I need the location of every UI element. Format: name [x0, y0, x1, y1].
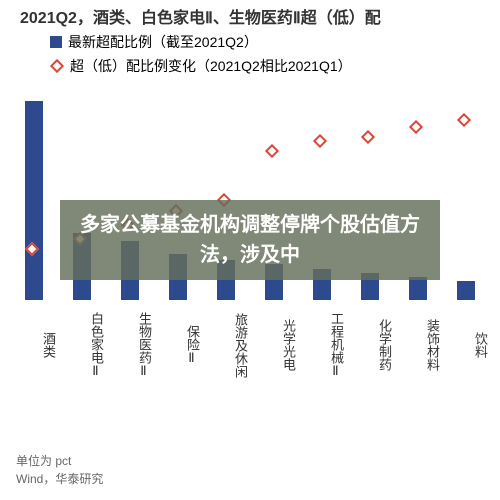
x-axis-label: 白色家电Ⅱ — [58, 305, 106, 385]
x-axis-label: 生物医药Ⅱ — [106, 305, 154, 385]
legend-label-2: 超（低）配比例变化（2021Q2相比2021Q1） — [70, 56, 352, 76]
bar — [457, 281, 475, 300]
bar-slot — [10, 90, 58, 300]
footer-line-1: 单位为 pct — [16, 452, 103, 470]
x-axis-label: 工程机械Ⅱ — [298, 305, 346, 385]
overlay-text: 多家公募基金机构调整停牌个股估值方法，涉及中 — [76, 210, 424, 270]
diamond-marker — [313, 133, 327, 147]
bar — [25, 101, 43, 301]
legend-item-diamonds: 超（低）配比例变化（2021Q2相比2021Q1） — [50, 56, 352, 76]
footer-line-2: Wind，华泰研究 — [16, 470, 103, 488]
x-axis-label: 酒类 — [10, 305, 58, 385]
x-axis: 酒类白色家电Ⅱ生物医药Ⅱ保险Ⅱ旅游及休闲光学光电工程机械Ⅱ化学制药装饰材料饮料 — [10, 305, 490, 385]
legend-item-bars: 最新超配比例（截至2021Q2） — [50, 32, 352, 52]
legend-diamond-icon — [50, 59, 64, 73]
legend: 最新超配比例（截至2021Q2） 超（低）配比例变化（2021Q2相比2021Q… — [50, 32, 352, 80]
x-axis-label: 装饰材料 — [394, 305, 442, 385]
x-axis-label: 光学光电 — [250, 305, 298, 385]
footer-notes: 单位为 pct Wind，华泰研究 — [16, 452, 103, 488]
diamond-marker — [457, 112, 471, 126]
chart-title: 2021Q2，酒类、白色家电Ⅱ、生物医药Ⅱ超（低）配 — [20, 4, 500, 28]
legend-label-1: 最新超配比例（截至2021Q2） — [68, 32, 258, 52]
diamond-marker — [265, 144, 279, 158]
x-axis-label: 化学制药 — [346, 305, 394, 385]
x-axis-label: 旅游及休闲 — [202, 305, 250, 385]
diamond-marker — [361, 130, 375, 144]
bar-slot — [442, 90, 490, 300]
bar — [409, 277, 427, 300]
overlay-banner: 多家公募基金机构调整停牌个股估值方法，涉及中 — [60, 200, 440, 280]
legend-square-icon — [50, 36, 62, 48]
x-axis-label: 保险Ⅱ — [154, 305, 202, 385]
x-axis-label: 饮料 — [442, 305, 490, 385]
diamond-marker — [409, 119, 423, 133]
